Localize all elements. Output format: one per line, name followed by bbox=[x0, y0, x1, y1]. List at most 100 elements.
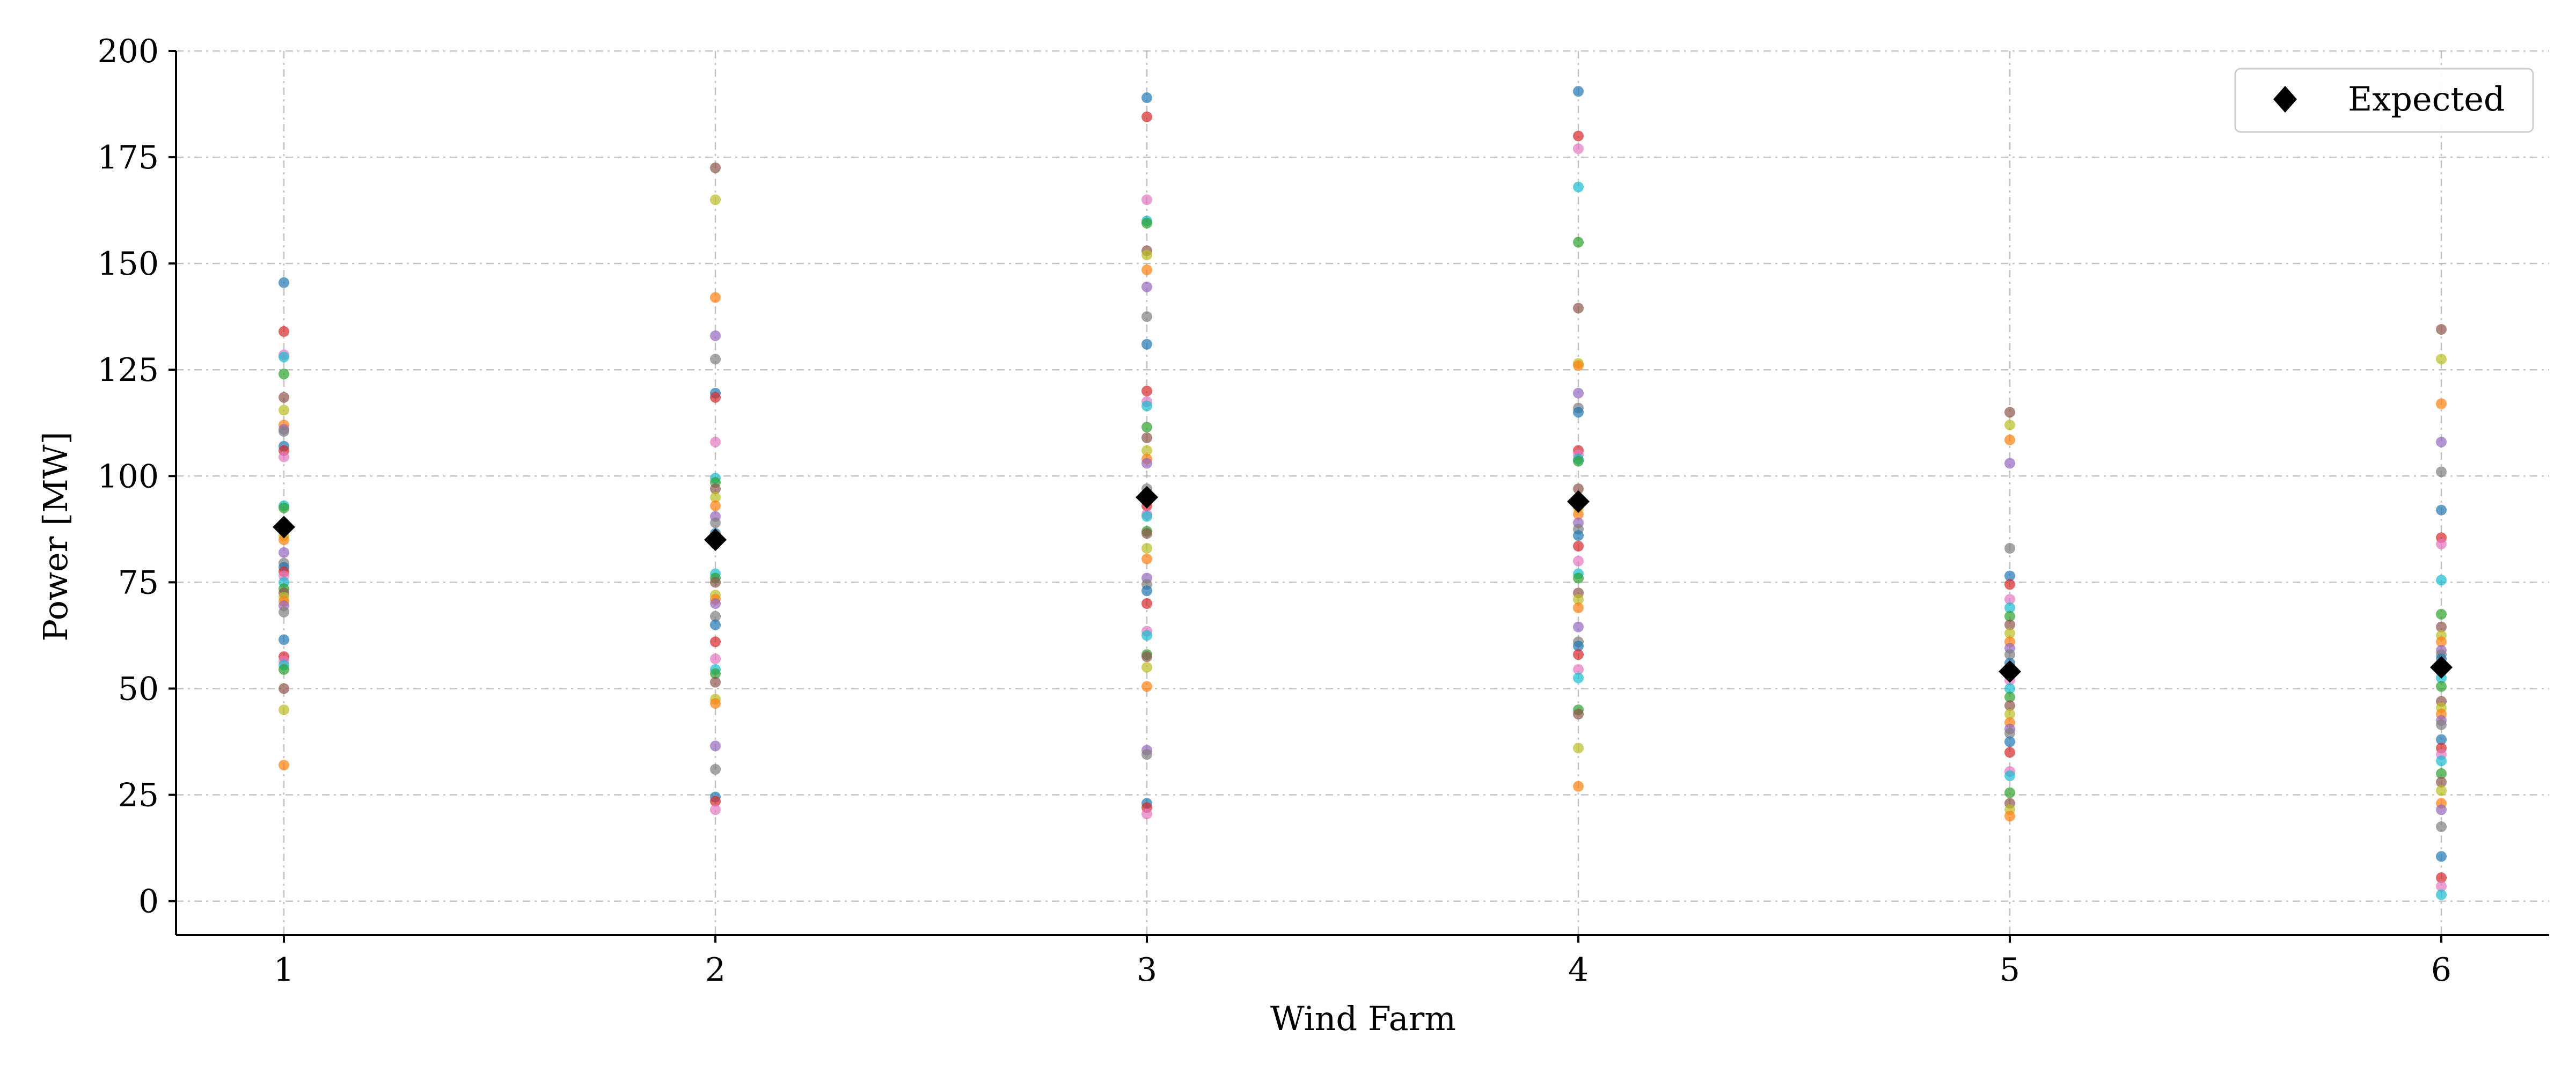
observation-point bbox=[2004, 594, 2015, 605]
x-axis-label: Wind Farm bbox=[1270, 999, 1456, 1038]
observation-point bbox=[2004, 543, 2015, 554]
y-tick-label: 25 bbox=[118, 777, 159, 814]
observation-point bbox=[2004, 787, 2015, 798]
observation-point bbox=[1141, 311, 1152, 322]
observation-point bbox=[1573, 237, 1584, 248]
observation-point bbox=[279, 369, 289, 380]
observation-point bbox=[1141, 194, 1152, 205]
observation-point bbox=[2436, 539, 2447, 550]
observation-point bbox=[2436, 636, 2447, 648]
observation-point bbox=[1141, 422, 1152, 433]
observation-point bbox=[1573, 649, 1584, 660]
observation-point bbox=[2436, 804, 2447, 815]
tick-labels: 0 25 50 75 100 125 150 175 200 1 2 3 4 5 6 bbox=[97, 33, 2451, 989]
observation-point bbox=[279, 634, 289, 645]
observation-point bbox=[1141, 749, 1152, 760]
observation-point bbox=[710, 292, 721, 303]
y-tick-label: 175 bbox=[97, 139, 159, 177]
observation-point bbox=[279, 760, 289, 771]
expected-marker bbox=[2430, 656, 2453, 679]
y-axis-label: Power [MW] bbox=[36, 431, 75, 641]
observation-point bbox=[710, 598, 721, 609]
observation-point bbox=[279, 664, 289, 675]
observation-point bbox=[1573, 594, 1584, 605]
observation-point bbox=[1141, 662, 1152, 673]
expected-marker bbox=[273, 516, 295, 539]
observation-point bbox=[1141, 528, 1152, 539]
observation-point bbox=[710, 636, 721, 648]
observation-point bbox=[710, 436, 721, 447]
observation-point bbox=[279, 392, 289, 403]
observation-point bbox=[710, 668, 721, 679]
observation-point bbox=[2436, 851, 2447, 862]
observation-point bbox=[1573, 672, 1584, 684]
observation-point bbox=[2436, 436, 2447, 447]
observation-point bbox=[2004, 611, 2015, 622]
observation-point bbox=[279, 704, 289, 716]
observation-point bbox=[2436, 785, 2447, 796]
observation-point bbox=[2004, 628, 2015, 639]
x-tick-label: 3 bbox=[1137, 951, 1157, 989]
observation-point bbox=[2436, 872, 2447, 884]
observation-point bbox=[1573, 86, 1584, 97]
observation-point bbox=[1573, 483, 1584, 495]
observation-point bbox=[279, 326, 289, 337]
observation-point bbox=[279, 534, 289, 546]
observation-point bbox=[1141, 651, 1152, 663]
observation-points bbox=[279, 86, 2447, 900]
observation-point bbox=[710, 491, 721, 503]
observation-point bbox=[2436, 880, 2447, 892]
observation-point bbox=[1141, 339, 1152, 350]
observation-point bbox=[1141, 111, 1152, 122]
observation-point bbox=[2436, 768, 2447, 779]
y-tick-label: 125 bbox=[97, 351, 159, 389]
expected-markers bbox=[273, 486, 2453, 683]
observation-point bbox=[2436, 776, 2447, 788]
observation-point bbox=[2004, 747, 2015, 758]
observation-point bbox=[279, 451, 289, 462]
observation-point bbox=[1573, 641, 1584, 652]
observation-point bbox=[1141, 445, 1152, 456]
x-tick-label: 5 bbox=[2000, 951, 2020, 989]
observation-point bbox=[2004, 407, 2015, 418]
observation-point bbox=[710, 796, 721, 807]
observation-point bbox=[710, 162, 721, 173]
observation-point bbox=[2436, 719, 2447, 730]
observation-point bbox=[279, 606, 289, 618]
observation-point bbox=[1573, 709, 1584, 719]
observation-point bbox=[1141, 432, 1152, 443]
observation-point bbox=[2436, 504, 2447, 516]
observation-point bbox=[1141, 809, 1152, 820]
observation-point bbox=[1573, 530, 1584, 541]
x-tick-label: 1 bbox=[274, 951, 294, 989]
observation-point bbox=[1141, 511, 1152, 522]
observation-point bbox=[710, 330, 721, 341]
expected-marker bbox=[1999, 660, 2021, 683]
observation-point bbox=[2004, 700, 2015, 711]
observation-point bbox=[2004, 420, 2015, 431]
observation-point bbox=[1141, 385, 1152, 396]
observation-point bbox=[1573, 143, 1584, 155]
observation-point bbox=[710, 677, 721, 688]
observation-point bbox=[2436, 354, 2447, 365]
observation-point bbox=[2004, 692, 2015, 703]
y-tick-label: 150 bbox=[97, 245, 159, 283]
expected-marker bbox=[1136, 486, 1158, 509]
observation-point bbox=[2436, 889, 2447, 900]
observation-point bbox=[2436, 681, 2447, 692]
observation-point bbox=[1141, 281, 1152, 292]
y-tick-label: 75 bbox=[118, 564, 159, 601]
observation-point bbox=[1141, 630, 1152, 641]
observation-point bbox=[710, 517, 721, 528]
observation-point bbox=[1141, 458, 1152, 469]
y-tick-label: 50 bbox=[118, 670, 159, 708]
observation-point bbox=[2004, 770, 2015, 781]
observation-point bbox=[279, 502, 289, 513]
observation-point bbox=[2436, 466, 2447, 477]
observation-point bbox=[2004, 709, 2015, 719]
observation-point bbox=[710, 619, 721, 630]
observation-point bbox=[1573, 602, 1584, 613]
observation-point bbox=[1141, 92, 1152, 104]
axes bbox=[169, 50, 2549, 943]
